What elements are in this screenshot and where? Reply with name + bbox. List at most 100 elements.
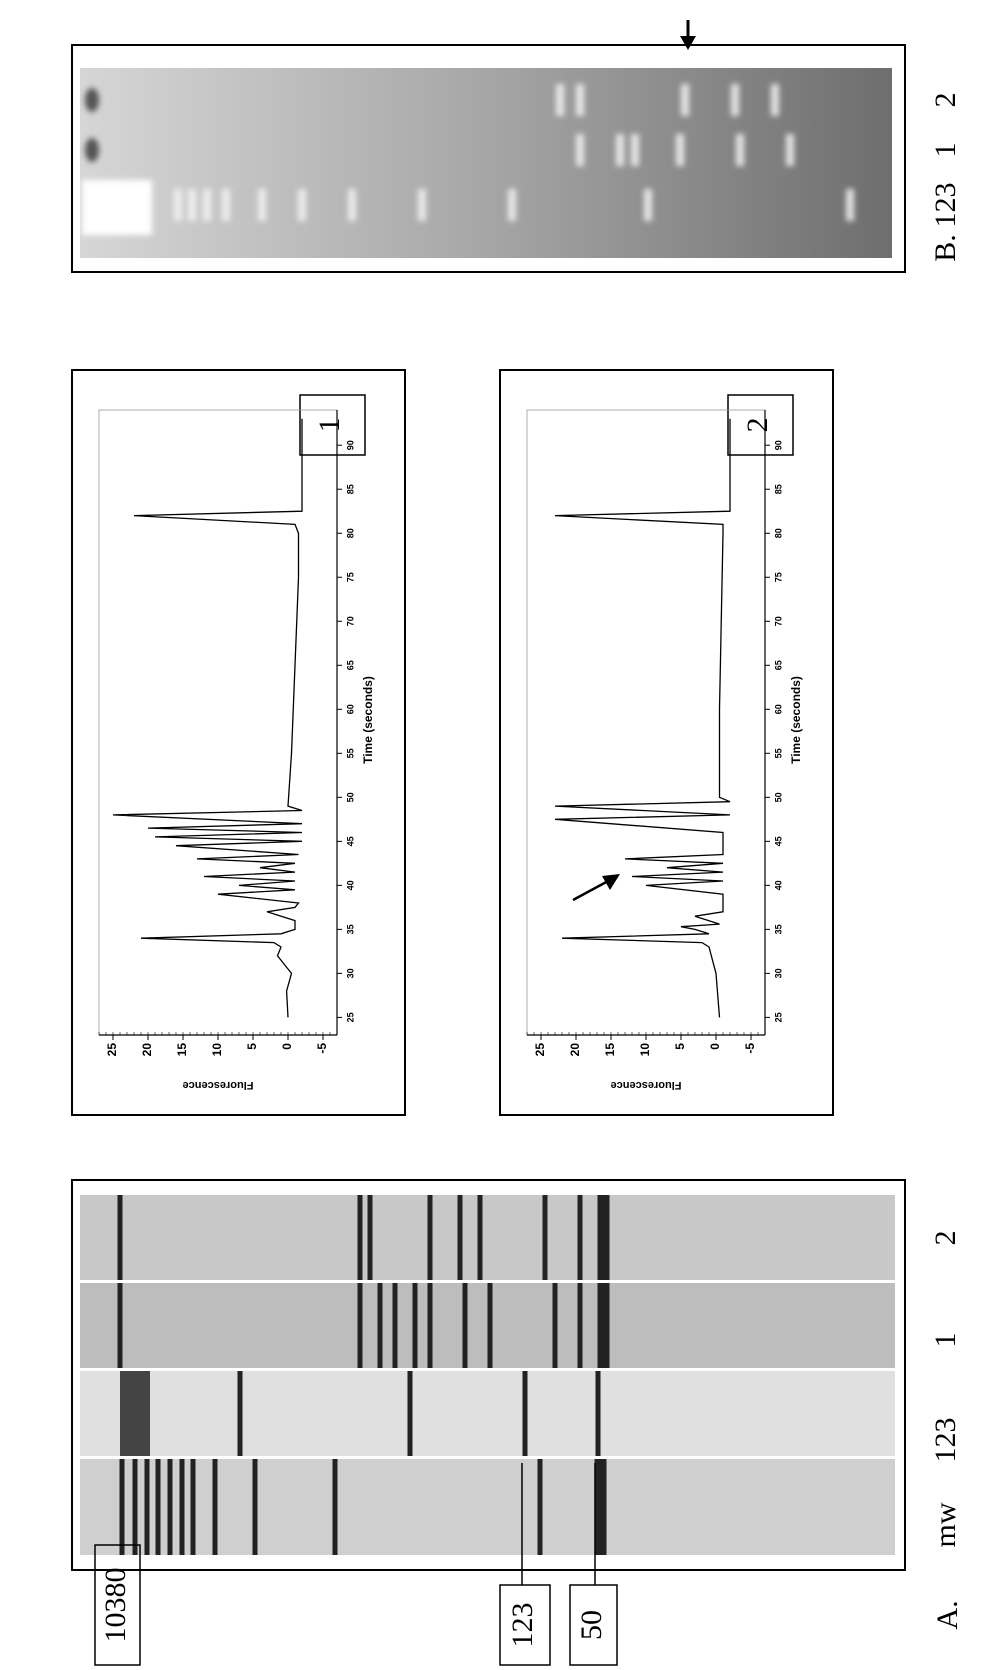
x-tick-label: 50 <box>773 792 783 802</box>
y-tick-label: 25 <box>105 1043 119 1057</box>
band <box>488 1283 493 1368</box>
band <box>463 1283 468 1368</box>
x-tick-label: 55 <box>345 748 355 758</box>
panel-label: B. <box>929 234 962 262</box>
band <box>133 1459 138 1555</box>
arrow <box>573 880 610 900</box>
lane-label: 123 <box>929 1418 962 1463</box>
x-tick-label: 90 <box>345 440 355 450</box>
x-tick-label: 50 <box>345 792 355 802</box>
band <box>616 134 624 166</box>
x-tick-label: 85 <box>773 484 783 494</box>
x-tick-label: 60 <box>773 704 783 714</box>
x-tick-label: 30 <box>773 968 783 978</box>
band <box>180 1459 185 1555</box>
gel-b <box>80 68 892 258</box>
band <box>576 84 584 116</box>
band <box>378 1283 383 1368</box>
band <box>578 1195 583 1280</box>
page: 10380 123 50 A. mw 123 1 2 B. 123 1 2 12… <box>0 0 1004 1670</box>
band <box>203 189 211 221</box>
band <box>595 1459 607 1555</box>
band <box>428 1195 433 1280</box>
x-tick-label: 65 <box>345 660 355 670</box>
band <box>846 189 854 221</box>
band <box>156 1459 161 1555</box>
chart-frame <box>500 370 833 1115</box>
x-tick-label: 75 <box>345 572 355 582</box>
y-tick-label: 10 <box>210 1043 224 1057</box>
band <box>596 1371 601 1456</box>
x-tick-label: 90 <box>773 440 783 450</box>
band <box>578 1283 583 1368</box>
band <box>82 180 152 235</box>
band <box>523 1371 528 1456</box>
panel-label: 1 <box>313 418 346 433</box>
lane-label: 1 <box>929 1333 962 1348</box>
band <box>576 134 584 166</box>
band <box>188 189 196 221</box>
arrow-b-head <box>680 36 696 50</box>
y-tick-label: 20 <box>140 1043 154 1057</box>
band <box>213 1459 218 1555</box>
band <box>418 189 426 221</box>
panel-label: 2 <box>741 418 774 433</box>
chart-frame <box>72 370 405 1115</box>
band <box>556 84 564 116</box>
y-tick-label: 5 <box>245 1043 259 1050</box>
band <box>120 1459 125 1555</box>
band <box>118 1283 123 1368</box>
band <box>413 1283 418 1368</box>
band <box>676 134 684 166</box>
x-tick-label: 25 <box>773 1012 783 1022</box>
y-axis-label: Fluorescence <box>183 1079 254 1091</box>
band <box>222 189 230 221</box>
lane-label: mw <box>929 1502 962 1547</box>
y-tick-label: -5 <box>315 1043 329 1054</box>
band <box>736 134 744 166</box>
trace <box>113 419 302 1018</box>
y-tick-label: 20 <box>568 1043 582 1057</box>
x-tick-label: 65 <box>773 660 783 670</box>
gel-a <box>80 1195 895 1555</box>
x-tick-label: 45 <box>773 836 783 846</box>
band <box>174 189 182 221</box>
lane-label: 2 <box>929 1231 962 1246</box>
band <box>333 1459 338 1555</box>
band <box>553 1283 558 1368</box>
x-tick-label: 40 <box>773 880 783 890</box>
y-tick-label: 15 <box>603 1043 617 1057</box>
band <box>191 1459 196 1555</box>
band <box>428 1283 433 1368</box>
band <box>118 1195 123 1280</box>
x-tick-label: 75 <box>773 572 783 582</box>
band <box>358 1195 363 1280</box>
panel-label: A. <box>931 1600 964 1629</box>
band <box>631 134 639 166</box>
band <box>238 1371 243 1456</box>
x-axis-label: Time (seconds) <box>789 676 803 764</box>
lane <box>80 1195 895 1280</box>
y-tick-label: 0 <box>280 1043 294 1050</box>
y-tick-label: 15 <box>175 1043 189 1057</box>
trace <box>555 419 730 1018</box>
x-tick-label: 70 <box>345 616 355 626</box>
marker-label: 50 <box>575 1610 608 1640</box>
lane <box>80 1371 895 1456</box>
band <box>408 1371 413 1456</box>
well <box>85 138 99 162</box>
x-tick-label: 70 <box>773 616 783 626</box>
band <box>120 1371 150 1456</box>
y-tick-label: 25 <box>533 1043 547 1057</box>
x-tick-label: 85 <box>345 484 355 494</box>
band <box>786 134 794 166</box>
x-tick-label: 45 <box>345 836 355 846</box>
band <box>508 189 516 221</box>
lane-label: 123 <box>929 183 962 228</box>
well <box>85 88 99 112</box>
y-tick-label: 5 <box>673 1043 687 1050</box>
marker-label: 10380 <box>99 1568 132 1643</box>
band <box>598 1283 610 1368</box>
y-tick-label: -5 <box>743 1043 757 1054</box>
band <box>358 1283 363 1368</box>
